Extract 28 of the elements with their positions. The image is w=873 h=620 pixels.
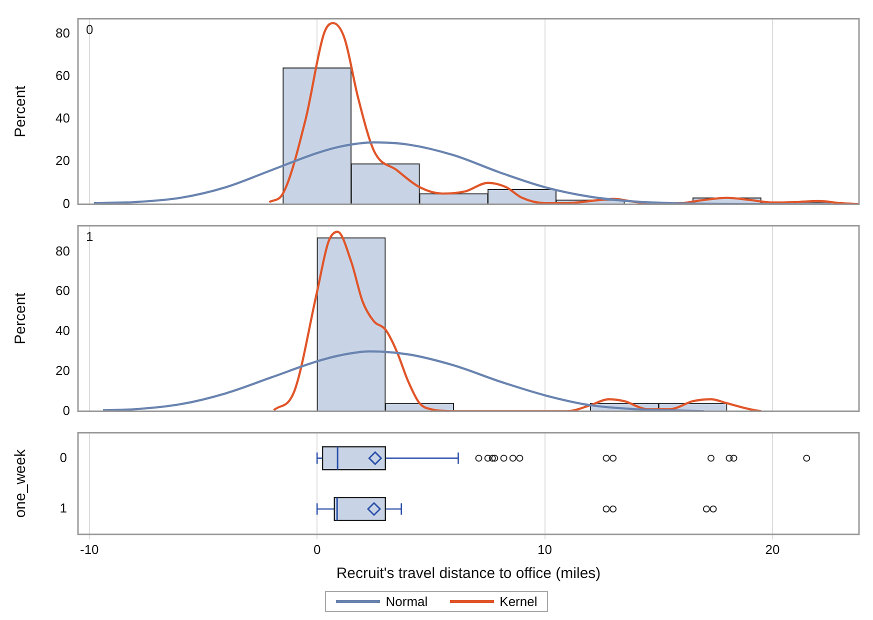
y-tick-label: 20: [56, 153, 70, 168]
y-tick-label: 60: [56, 68, 70, 83]
x-axis-title: Recruit's travel distance to office (miles): [336, 565, 601, 582]
annotation: 0: [86, 22, 94, 37]
y-tick-label: 40: [56, 323, 70, 338]
line-series: [92, 141, 833, 204]
x-tick-label: 10: [538, 542, 552, 557]
y-tick-label: 0: [62, 196, 70, 211]
y-axis-title: Percent: [12, 84, 30, 138]
y-tick-label: 40: [56, 110, 70, 126]
line-series: [102, 350, 706, 412]
y-tick-label: 80: [56, 25, 70, 40]
x-tick-label: -10: [80, 542, 99, 557]
annotation: 1: [86, 228, 94, 244]
line-series: [268, 22, 859, 204]
y-axis-title: Percent: [12, 292, 30, 344]
legend-label: Kernel: [500, 594, 538, 609]
y-tick-label: 80: [56, 243, 70, 258]
y-tick-label: 0: [62, 402, 70, 418]
y-axis-title: one_week: [12, 448, 30, 518]
line-series: [272, 230, 762, 412]
y-tick-label: 20: [56, 362, 70, 378]
y-tick-label: 60: [56, 283, 70, 298]
x-tick-label: 0: [313, 542, 321, 557]
y-tick-label: 1: [60, 500, 67, 516]
x-tick-label: 20: [765, 542, 780, 557]
y-tick-label: 0: [60, 450, 67, 465]
legend-label: Normal: [386, 594, 428, 609]
